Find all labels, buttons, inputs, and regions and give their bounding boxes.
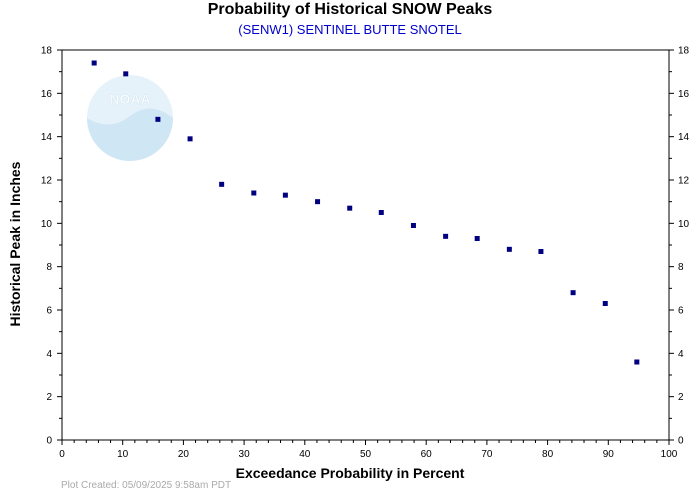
noaa-logo-wave [87,108,173,161]
data-points [91,60,640,365]
y-tick-label-right: 8 [678,262,684,273]
x-tick-label: 10 [117,449,129,460]
data-point [187,136,193,142]
y-tick-label-right: 6 [678,306,684,317]
data-point [251,190,257,196]
y-tick-label-right: 0 [678,436,684,447]
data-point [378,210,384,215]
y-tick-label-left: 18 [41,46,53,57]
chart-title: Probability of Historical SNOW Peaks [207,1,493,18]
x-tick-label: 40 [299,449,311,460]
data-point [219,181,225,187]
y-tick-label-left: 16 [41,89,53,100]
y-tick-label-left: 2 [46,392,52,403]
data-point [155,116,161,122]
x-tick-label: 20 [178,449,190,460]
y-tick-label-left: 10 [41,219,53,230]
data-point [538,249,544,254]
y-tick-label-right: 16 [678,89,690,100]
x-tick-label: 90 [603,449,615,460]
plot-created-footer: Plot Created: 05/09/2025 9:58am PDT [61,480,232,491]
y-tick-label-left: 4 [46,349,52,360]
x-tick-label: 60 [421,449,433,460]
chart-subtitle: (SENW1) SENTINEL BUTTE SNOTEL [238,22,462,37]
x-tick-label: 50 [360,449,372,460]
y-tick-label-left: 8 [46,262,52,273]
data-point [474,236,480,241]
x-tick-label: 30 [239,449,251,460]
y-tick-label-left: 6 [46,306,52,317]
y-tick-label-left: 14 [41,132,53,143]
y-tick-label-right: 14 [678,132,690,143]
data-point [634,359,640,365]
y-tick-label-right: 18 [678,46,690,57]
y-tick-label-right: 4 [678,349,684,360]
noaa-logo: NOAA [87,75,173,161]
data-point [123,71,129,77]
y-tick-label-left: 12 [41,176,53,187]
data-point [602,301,608,306]
data-point [410,223,416,228]
data-point [91,60,97,66]
x-axis-label: Exceedance Probability in Percent [235,465,465,481]
y-tick-label-right: 10 [678,219,690,230]
x-tick-label: 70 [481,449,493,460]
x-tick-label: 80 [542,449,554,460]
data-point [506,246,512,252]
data-point [443,233,449,239]
data-point [282,192,288,198]
x-tick-label: 100 [661,449,678,460]
data-point [315,199,321,205]
noaa-logo-text: NOAA [109,91,150,107]
data-point [570,290,576,296]
x-tick-label: 0 [59,449,65,460]
y-tick-label-right: 12 [678,176,690,187]
y-tick-label-left: 0 [46,436,52,447]
y-tick-label-right: 2 [678,392,684,403]
data-point [347,205,353,211]
